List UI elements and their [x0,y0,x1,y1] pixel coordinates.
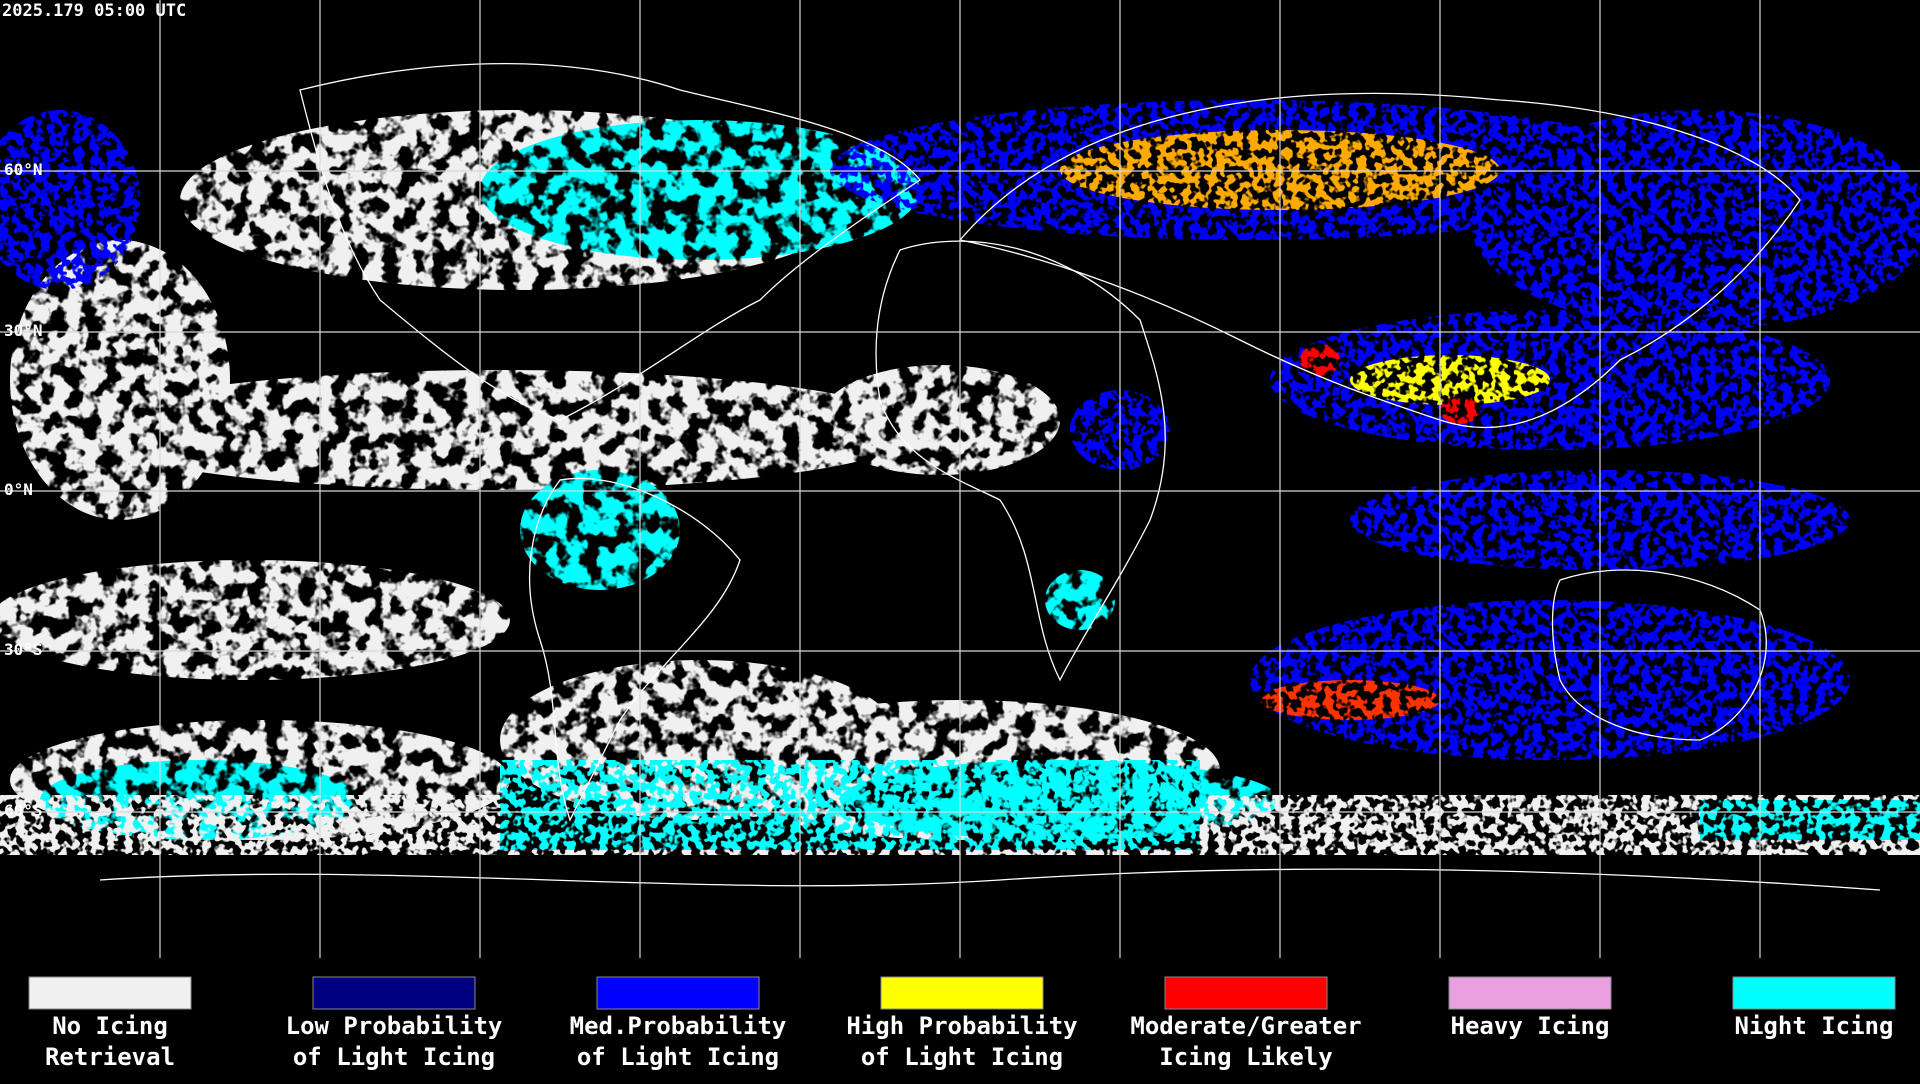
timestamp: 2025.179 05:00 UTC [2,1,186,21]
legend-label: Night Icing [1735,1012,1894,1040]
legend-swatch [596,976,760,1010]
legend-label: Low Probability [286,1012,503,1040]
legend-label: Icing Likely [1159,1043,1332,1071]
latitude-label: 30°N [4,321,43,340]
legend-swatch [28,976,192,1010]
graticule [0,0,1920,958]
legend-label: of Light Icing [577,1043,779,1071]
legend-label: No Icing [52,1012,168,1040]
legend-swatch [880,976,1044,1010]
legend-swatch [312,976,476,1010]
legend-label: of Light Icing [861,1043,1063,1071]
legend-label: Retrieval [45,1043,175,1071]
latitude-labels: 60°N 30°N 0°N 30°S 60°S [4,160,43,820]
legend-label: Moderate/Greater [1130,1012,1361,1040]
legend-swatch [1164,976,1328,1010]
coastlines [99,62,1881,891]
legend-swatch [1448,976,1612,1010]
legend-label: Heavy Icing [1451,1012,1610,1040]
latitude-label: 0°N [4,480,33,499]
legend-label: High Probability [846,1012,1077,1040]
legend-label: of Light Icing [293,1043,495,1071]
legend-label: Med.Probability [570,1012,787,1040]
latitude-label: 60°S [4,801,43,820]
latitude-label: 60°N [4,160,43,179]
legend-swatch [1732,976,1896,1010]
legend: No Icing Retrieval Low Probability of Light… [28,976,1896,1071]
latitude-label: 30°S [4,640,43,659]
